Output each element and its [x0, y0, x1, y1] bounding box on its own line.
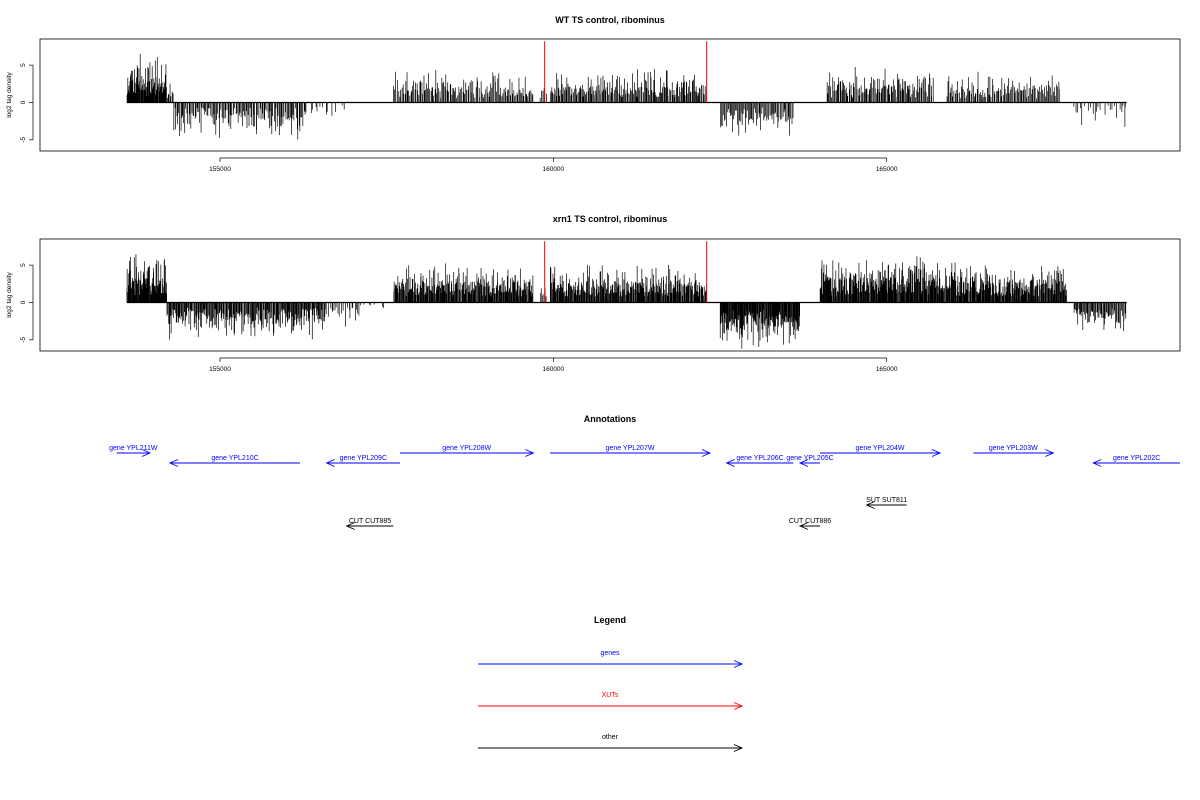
- annotation-feature: SUT SUT811: [865, 497, 907, 509]
- density-bar-segment: [393, 263, 534, 303]
- density-bar-segment: [1120, 302, 1127, 332]
- density-bar-segment: [126, 254, 167, 303]
- y-tick-label: -5: [20, 337, 27, 343]
- annotation-feature: gene YPL207W: [550, 445, 712, 457]
- y-tick-label: 5: [20, 263, 27, 267]
- density-bar-segment: [819, 256, 941, 303]
- svg-text:gene YPL206C: gene YPL206C: [736, 455, 783, 462]
- wt-axes: -5 0 5 155000 160000 165000: [20, 63, 898, 173]
- density-bar-segment: [1119, 102, 1126, 127]
- annotations-title: Annotations: [584, 414, 637, 424]
- svg-text:XUTs: XUTs: [602, 692, 619, 699]
- density-bar-segment: [946, 71, 1060, 103]
- svg-text:gene YPL205C: gene YPL205C: [786, 455, 833, 462]
- x-tick-label: 160000: [542, 366, 564, 373]
- svg-text:gene YPL207W: gene YPL207W: [606, 445, 655, 452]
- svg-text:gene YPL203W: gene YPL203W: [989, 445, 1038, 452]
- annotation-feature: gene YPL202C: [1092, 455, 1180, 467]
- xrn1-axes: -5 0 5 155000 160000 165000: [20, 263, 898, 373]
- density-bar-segment: [166, 302, 327, 340]
- xrn1-density-bars: [126, 254, 1127, 349]
- x-tick-label: 165000: [876, 166, 898, 173]
- density-bar-segment: [550, 264, 707, 303]
- svg-text:gene YPL208W: gene YPL208W: [442, 445, 491, 452]
- svg-text:CUT CUT885: CUT CUT885: [349, 518, 391, 525]
- wt-red-markers: [544, 41, 708, 103]
- annotation-feature: gene YPL208W: [400, 445, 535, 457]
- svg-text:gene YPL210C: gene YPL210C: [211, 455, 258, 462]
- density-bar-segment: [939, 262, 1067, 303]
- legend-panel: Legend genes XUTs other: [478, 615, 744, 752]
- y-tick-label: 5: [20, 63, 27, 67]
- x-tick-label: 160000: [542, 166, 564, 173]
- annotation-feature: CUT CUT886: [789, 518, 831, 530]
- wt-plot-frame: [39, 38, 1181, 152]
- wt-density-panel: WT TS control, ribominus log2 tag densit…: [6, 15, 1181, 173]
- legend-entry: XUTs: [478, 692, 744, 710]
- svg-text:SUT SUT811: SUT SUT811: [866, 497, 907, 504]
- wt-density-bars: [126, 53, 1127, 140]
- annotation-feature: gene YPL210C: [168, 455, 300, 467]
- annotation-feature: gene YPL204W: [820, 445, 942, 457]
- xrn1-density-panel: xrn1 TS control, ribominus log2 tag dens…: [6, 214, 1181, 373]
- svg-text:gene YPL209C: gene YPL209C: [340, 455, 387, 462]
- density-bar-segment: [327, 302, 360, 327]
- svg-text:CUT CUT886: CUT CUT886: [789, 518, 831, 525]
- xrn1-panel-title: xrn1 TS control, ribominus: [553, 214, 668, 224]
- annotation-feature: gene YPL205C: [786, 455, 834, 467]
- x-tick-label: 155000: [209, 166, 231, 173]
- density-bar-segment: [1073, 302, 1120, 331]
- density-bar-segment: [1073, 102, 1117, 125]
- x-tick-label: 155000: [209, 366, 231, 373]
- wt-panel-title: WT TS control, ribominus: [555, 15, 665, 25]
- annotation-feature: gene YPL209C: [325, 455, 400, 467]
- legend-entry: genes: [478, 650, 744, 668]
- legend-entry: other: [478, 734, 744, 752]
- density-bar-segment: [360, 302, 384, 309]
- annotation-feature: gene YPL206C: [725, 455, 794, 467]
- annotation-feature: gene YPL203W: [973, 445, 1055, 457]
- svg-text:gene YPL211W: gene YPL211W: [109, 445, 158, 452]
- legend-title: Legend: [594, 615, 626, 625]
- density-bar-segment: [173, 102, 307, 140]
- xrn1-red-markers: [544, 241, 708, 303]
- density-bar-segment: [720, 102, 794, 136]
- svg-text:gene YPL202C: gene YPL202C: [1113, 455, 1160, 462]
- x-tick-label: 165000: [876, 366, 898, 373]
- density-bar-segment: [539, 88, 547, 103]
- density-bar-segment: [166, 83, 174, 103]
- density-bar-segment: [393, 70, 534, 103]
- y-tick-label: -5: [20, 137, 27, 143]
- density-bar-segment: [540, 287, 547, 303]
- density-bar-segment: [550, 69, 707, 103]
- legend-entries: genes XUTs other: [478, 650, 744, 752]
- density-bar-segment: [826, 67, 934, 103]
- xrn1-y-axis-label: log2 tag density: [6, 271, 13, 317]
- svg-text:other: other: [602, 734, 619, 741]
- wt-y-axis-label: log2 tag density: [6, 71, 13, 117]
- density-bar-segment: [126, 53, 167, 103]
- annotation-feature: gene YPL211W: [109, 445, 158, 457]
- xrn1-plot-frame: [39, 238, 1181, 352]
- density-bar-segment: [719, 302, 800, 349]
- density-bar-segment: [310, 102, 345, 116]
- svg-text:gene YPL204W: gene YPL204W: [856, 445, 905, 452]
- annotation-features: gene YPL211W gene YPL210C gene YPL209C gene…: [109, 445, 1180, 530]
- svg-text:genes: genes: [600, 650, 620, 657]
- y-tick-label: 0: [20, 100, 27, 104]
- y-tick-label: 0: [20, 300, 27, 304]
- annotation-feature: CUT CUT885: [345, 518, 394, 530]
